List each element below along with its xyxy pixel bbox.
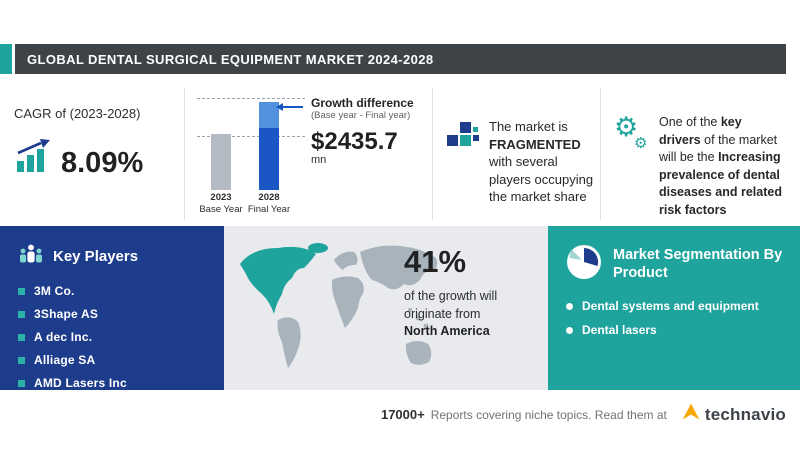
bar-2023 bbox=[211, 134, 231, 190]
gears-icon: ⚙ ⚙ bbox=[614, 112, 648, 152]
footer: 17000+ Reports covering niche topics. Re… bbox=[0, 402, 786, 427]
technavio-brand-name: technavio bbox=[704, 404, 786, 424]
growth-difference-subtitle: (Base year - Final year) bbox=[311, 110, 411, 121]
bullet-square bbox=[18, 310, 25, 318]
key-players-title: Key Players bbox=[53, 248, 139, 265]
people-podium-icon bbox=[18, 242, 44, 271]
market-structure-text: The market is FRAGMENTED with several pl… bbox=[489, 119, 594, 205]
footer-text: Reports covering niche topics. Read them… bbox=[430, 407, 667, 422]
gridline-final-year bbox=[197, 98, 305, 99]
header: GLOBAL DENTAL SURGICAL EQUIPMENT MARKET … bbox=[0, 44, 786, 74]
growth-chart-icon bbox=[14, 139, 52, 178]
key-driver-section: ⚙ ⚙ One of the key drivers of the market… bbox=[600, 88, 786, 220]
growth-difference-unit: mn bbox=[311, 154, 327, 167]
gridline-base-year bbox=[197, 136, 305, 137]
report-count: 17000+ bbox=[380, 407, 425, 422]
growth-region-percent: 41% bbox=[404, 244, 467, 279]
key-players-header: Key Players bbox=[18, 242, 208, 271]
key-player-item: A dec Inc. bbox=[18, 330, 208, 344]
header-accent-square bbox=[0, 44, 12, 74]
pie-chart-icon bbox=[566, 244, 602, 285]
segmentation-panel: Market Segmentation By Product Dental sy… bbox=[548, 226, 800, 390]
cagr-value-row: 8.09% bbox=[14, 139, 184, 178]
bullet-square bbox=[18, 379, 25, 387]
technavio-logo[interactable]: technavio bbox=[681, 402, 786, 427]
cagr-section: CAGR of (2023-2028) 8.09% bbox=[14, 88, 184, 220]
bullet-square bbox=[18, 356, 25, 364]
key-player-item: 3M Co. bbox=[18, 284, 208, 298]
segmentation-list: Dental systems and equipment Dental lase… bbox=[566, 299, 784, 337]
key-player-item: AMD Lasers Inc bbox=[18, 376, 208, 390]
bottom-row: Key Players 3M Co. 3Shape AS A dec Inc. … bbox=[0, 226, 800, 390]
growth-region-stats: 41% of the growth will originate from No… bbox=[404, 244, 538, 341]
growth-region-panel: 41% of the growth will originate from No… bbox=[224, 226, 548, 390]
header-bar: GLOBAL DENTAL SURGICAL EQUIPMENT MARKET … bbox=[15, 44, 786, 74]
segmentation-item: Dental lasers bbox=[566, 323, 784, 337]
market-structure-section: The market is FRAGMENTED with several pl… bbox=[432, 88, 600, 220]
growth-difference-arrow bbox=[276, 103, 303, 111]
bullet-dot bbox=[566, 326, 573, 334]
bullet-square bbox=[18, 287, 25, 295]
growth-difference-section: 2023 Base Year 2028 Final Year Growth di… bbox=[184, 88, 432, 220]
bar-2028 bbox=[259, 102, 279, 190]
fragmented-squares-icon bbox=[446, 118, 480, 220]
fragmented-highlight: FRAGMENTED bbox=[489, 136, 581, 152]
segmentation-header: Market Segmentation By Product bbox=[566, 244, 784, 285]
technavio-arrow-icon bbox=[681, 402, 701, 427]
key-player-item: 3Shape AS bbox=[18, 307, 208, 321]
bar-2028-base-segment bbox=[259, 128, 279, 190]
bar-2028-label: 2028 Final Year bbox=[247, 192, 291, 216]
cagr-label: CAGR of (2023-2028) bbox=[14, 106, 141, 121]
key-players-list: 3M Co. 3Shape AS A dec Inc. Alliage SA A… bbox=[18, 284, 208, 390]
segmentation-title: Market Segmentation By Product bbox=[613, 247, 783, 282]
bar-2028-growth-segment bbox=[259, 102, 279, 128]
stats-row: CAGR of (2023-2028) 8.09% bbox=[14, 88, 786, 220]
cagr-value: 8.09% bbox=[61, 147, 144, 179]
growth-difference-text: Growth difference (Base year - Final yea… bbox=[311, 88, 414, 220]
world-map bbox=[240, 243, 438, 368]
segmentation-item: Dental systems and equipment bbox=[566, 299, 784, 313]
page-title: GLOBAL DENTAL SURGICAL EQUIPMENT MARKET … bbox=[27, 51, 434, 67]
bar-2023-label: 2023 Base Year bbox=[199, 192, 243, 216]
bullet-dot bbox=[566, 302, 573, 310]
bar-chart: 2023 Base Year 2028 Final Year bbox=[197, 92, 305, 216]
growth-difference-value: $2435.7 bbox=[311, 128, 398, 155]
bullet-square bbox=[18, 333, 25, 341]
growth-region-name: North America bbox=[404, 324, 490, 338]
growth-difference-title: Growth difference bbox=[311, 96, 414, 110]
key-player-item: Alliage SA bbox=[18, 353, 208, 367]
key-players-panel: Key Players 3M Co. 3Shape AS A dec Inc. … bbox=[0, 226, 224, 390]
key-driver-text: One of the key drivers of the market wil… bbox=[659, 115, 782, 217]
